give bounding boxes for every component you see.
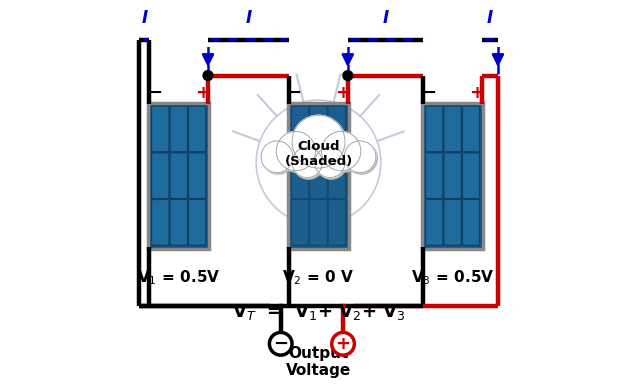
FancyBboxPatch shape — [288, 103, 349, 249]
FancyBboxPatch shape — [148, 103, 209, 249]
Text: −: − — [273, 335, 289, 353]
Text: +: + — [469, 84, 485, 102]
Circle shape — [323, 133, 362, 172]
Text: Output
Voltage: Output Voltage — [286, 346, 351, 378]
FancyBboxPatch shape — [152, 199, 169, 245]
FancyBboxPatch shape — [310, 153, 327, 199]
FancyBboxPatch shape — [328, 199, 345, 245]
Text: V$_3$ = 0.5V: V$_3$ = 0.5V — [411, 268, 494, 287]
FancyBboxPatch shape — [426, 199, 443, 245]
FancyBboxPatch shape — [444, 106, 461, 152]
Circle shape — [344, 141, 376, 172]
Circle shape — [343, 71, 353, 80]
Circle shape — [292, 147, 322, 177]
Circle shape — [316, 149, 347, 179]
Circle shape — [203, 71, 213, 80]
Circle shape — [315, 147, 345, 177]
Circle shape — [294, 117, 347, 170]
Text: I: I — [382, 9, 389, 27]
FancyBboxPatch shape — [328, 106, 345, 152]
Circle shape — [262, 142, 294, 174]
Text: I: I — [487, 9, 493, 27]
Text: V$_1$ = 0.5V: V$_1$ = 0.5V — [137, 268, 220, 287]
FancyBboxPatch shape — [189, 153, 206, 199]
FancyBboxPatch shape — [444, 199, 461, 245]
FancyBboxPatch shape — [462, 199, 480, 245]
FancyBboxPatch shape — [292, 106, 309, 152]
Text: V$_2$ = 0 V: V$_2$ = 0 V — [282, 268, 355, 287]
Text: −: − — [420, 84, 436, 102]
FancyBboxPatch shape — [189, 106, 206, 152]
Circle shape — [322, 131, 361, 171]
FancyBboxPatch shape — [462, 153, 480, 199]
FancyBboxPatch shape — [310, 199, 327, 245]
FancyBboxPatch shape — [444, 153, 461, 199]
Text: +: + — [336, 335, 350, 353]
FancyBboxPatch shape — [422, 103, 483, 249]
Text: I: I — [245, 9, 252, 27]
FancyBboxPatch shape — [462, 106, 480, 152]
Circle shape — [292, 115, 345, 168]
Text: Cloud
(Shaded): Cloud (Shaded) — [284, 140, 353, 168]
FancyBboxPatch shape — [170, 199, 187, 245]
Circle shape — [269, 333, 292, 355]
Text: −: − — [287, 84, 302, 102]
FancyBboxPatch shape — [152, 153, 169, 199]
FancyBboxPatch shape — [426, 153, 443, 199]
Text: V$_{T}$  =  V$_1$+ V$_2$+ V$_3$: V$_{T}$ = V$_1$+ V$_2$+ V$_3$ — [232, 302, 405, 322]
Circle shape — [261, 141, 293, 172]
FancyBboxPatch shape — [170, 153, 187, 199]
Text: −: − — [147, 84, 162, 102]
Circle shape — [332, 333, 354, 355]
FancyBboxPatch shape — [170, 106, 187, 152]
FancyBboxPatch shape — [328, 153, 345, 199]
Circle shape — [278, 133, 317, 172]
Circle shape — [294, 149, 324, 179]
FancyBboxPatch shape — [426, 106, 443, 152]
FancyBboxPatch shape — [292, 153, 309, 199]
FancyBboxPatch shape — [310, 106, 327, 152]
Text: I: I — [141, 9, 147, 27]
Circle shape — [276, 131, 315, 171]
Text: +: + — [196, 84, 211, 102]
Circle shape — [346, 142, 378, 174]
FancyBboxPatch shape — [152, 106, 169, 152]
FancyBboxPatch shape — [292, 199, 309, 245]
FancyBboxPatch shape — [189, 199, 206, 245]
Text: +: + — [335, 84, 350, 102]
